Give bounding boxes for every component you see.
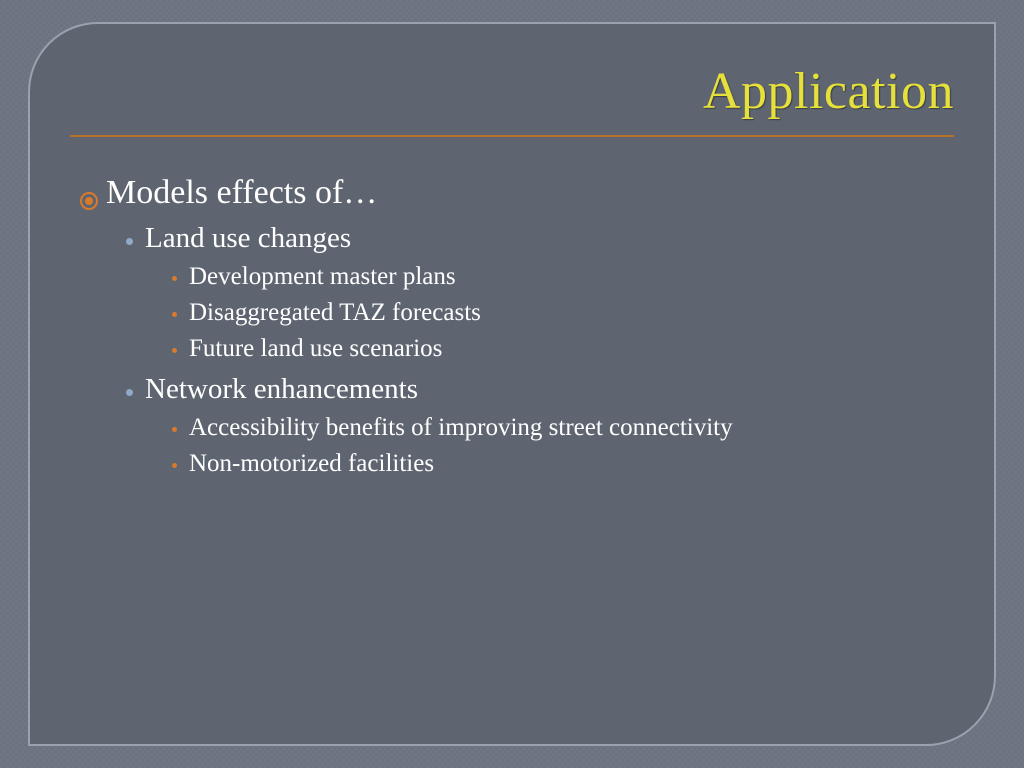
bullet-level2: Network enhancements [126,373,954,406]
level3-text: Future land use scenarios [189,335,442,363]
small-dot-bullet-icon [172,348,177,353]
dot-bullet-icon [126,389,133,396]
level3-text: Accessibility benefits of improving stre… [189,414,733,442]
small-dot-bullet-icon [172,427,177,432]
level2-text: Land use changes [145,222,351,255]
level2-text: Network enhancements [145,373,418,406]
small-dot-bullet-icon [172,463,177,468]
small-dot-bullet-icon [172,276,177,281]
title-area: Application [70,62,954,137]
slide-content: Models effects of… Land use changes Deve… [80,174,954,478]
title-underline [70,135,954,137]
bullet-level2: Land use changes [126,222,954,255]
level1-text: Models effects of… [106,174,377,212]
bullet-level1: Models effects of… [80,174,954,212]
level3-text: Disaggregated TAZ forecasts [189,299,481,327]
bullet-level3: Accessibility benefits of improving stre… [172,414,954,442]
level3-text: Non-motorized facilities [189,450,434,478]
target-bullet-icon [80,192,98,210]
slide-title: Application [70,62,954,121]
bullet-level3: Non-motorized facilities [172,450,954,478]
bullet-level3: Disaggregated TAZ forecasts [172,299,954,327]
small-dot-bullet-icon [172,312,177,317]
slide-frame: Application Models effects of… Land use … [28,22,996,746]
bullet-level3: Development master plans [172,263,954,291]
dot-bullet-icon [126,238,133,245]
bullet-level3: Future land use scenarios [172,335,954,363]
level3-text: Development master plans [189,263,456,291]
